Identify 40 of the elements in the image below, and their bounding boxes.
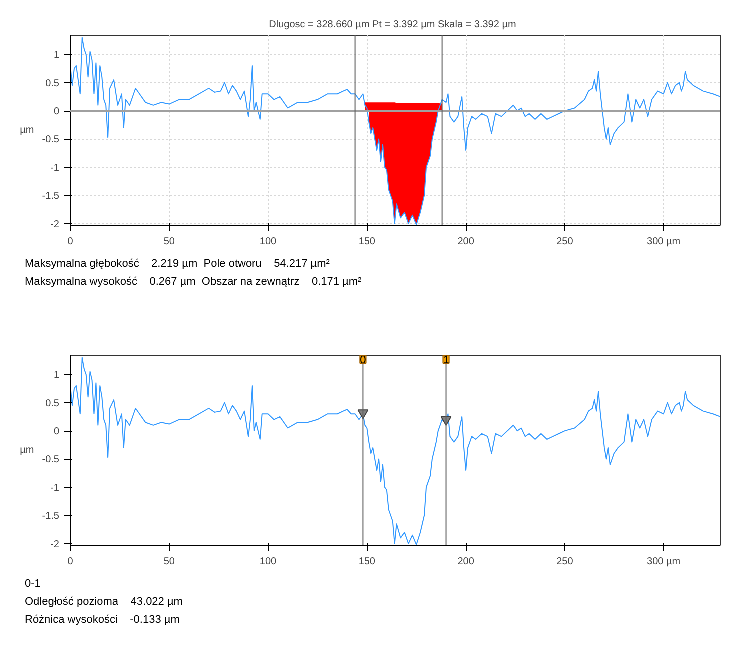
x-tick-label: 300 µm (647, 236, 681, 248)
y-tick-label: 0 (54, 106, 60, 118)
x-tick-label: 50 (164, 236, 176, 248)
text: 0-1 (25, 578, 41, 590)
y-tick-label: 1 (54, 370, 60, 382)
x-tick-label: 200 (458, 556, 475, 568)
y-tick-label: -1.5 (42, 511, 60, 522)
y-tick-label: -0.5 (42, 454, 60, 466)
y-tick-label: -2 (50, 219, 60, 230)
x-tick-label: 100 (260, 556, 278, 568)
x-tick-label: 250 (556, 236, 574, 248)
annotation: 1 (443, 354, 450, 366)
x-tick-label: 100 (260, 236, 278, 248)
x-tick-label: 150 (358, 556, 376, 568)
text: Odległość pozioma 43.022 µm (25, 596, 183, 608)
line-series (70, 357, 720, 546)
y-tick-label: 0.5 (46, 398, 60, 410)
x-tick-label: 0 (68, 236, 74, 248)
y-axis-title: µm (20, 125, 34, 136)
y-tick-label: -0.5 (42, 134, 60, 146)
x-tick-label: 0 (68, 556, 74, 568)
y-tick-label: -1 (50, 162, 60, 174)
line-series (70, 37, 720, 226)
text: Maksymalna głębokość 2.219 µm Pole otworu 54.217 µm² (25, 258, 330, 270)
y-tick-label: 0 (54, 426, 60, 438)
chart-title: Dlugosc = 328.660 µm Pt = 3.392 µm Skala = 3.392 µm (269, 20, 516, 30)
annotation: 0 (360, 354, 366, 366)
x-tick-label: 250 (556, 556, 574, 568)
text: Maksymalna wysokość 0.267 µm Obszar na zewnątrz 0.171 µm² (25, 276, 362, 288)
y-tick-label: -2 (50, 539, 60, 550)
y-axis-title: µm (20, 445, 34, 456)
y-tick-label: 1 (54, 50, 60, 62)
x-tick-label: 200 (458, 236, 475, 248)
text: Różnica wysokości -0.133 µm (25, 614, 180, 626)
y-tick-label: -1.5 (42, 191, 60, 202)
x-tick-label: 50 (164, 556, 176, 568)
x-tick-label: 300 µm (647, 556, 681, 568)
y-tick-label: 0.5 (46, 78, 60, 90)
x-tick-label: 150 (358, 236, 376, 248)
y-tick-label: -1 (50, 482, 60, 494)
